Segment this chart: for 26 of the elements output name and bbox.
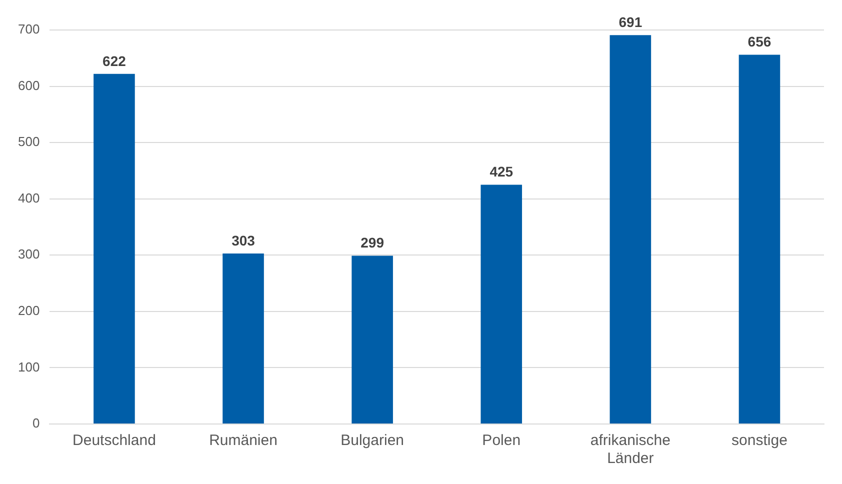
y-tick-label: 700: [18, 22, 40, 37]
data-label: 299: [360, 234, 384, 251]
x-tick-label: sonstige: [732, 432, 788, 450]
y-tick-label: 400: [18, 190, 40, 206]
x-tick-label: afrikanische Länder: [590, 432, 670, 468]
bar: [222, 253, 264, 424]
y-tick-label: 500: [18, 134, 40, 150]
data-label: 622: [102, 52, 126, 69]
data-label: 691: [618, 14, 642, 30]
bar: [738, 54, 780, 424]
data-label: 425: [490, 164, 514, 180]
bar: [480, 184, 522, 424]
y-tick-label: 100: [18, 359, 40, 374]
data-label: 303: [232, 232, 256, 248]
y-tick-label: 300: [18, 246, 40, 262]
x-tick-label: Polen: [482, 432, 521, 450]
y-tick-label: 0: [32, 416, 40, 431]
bar: [610, 35, 652, 424]
bar: [94, 74, 135, 424]
y-tick-label: 600: [18, 78, 40, 93]
x-tick-label: Deutschland: [72, 432, 156, 450]
data-label: 656: [748, 34, 772, 50]
x-tick-label: Rumänien: [209, 432, 278, 450]
x-tick-label: Bulgarien: [340, 432, 404, 450]
bar: [352, 256, 393, 424]
y-tick-label: 200: [18, 303, 40, 318]
